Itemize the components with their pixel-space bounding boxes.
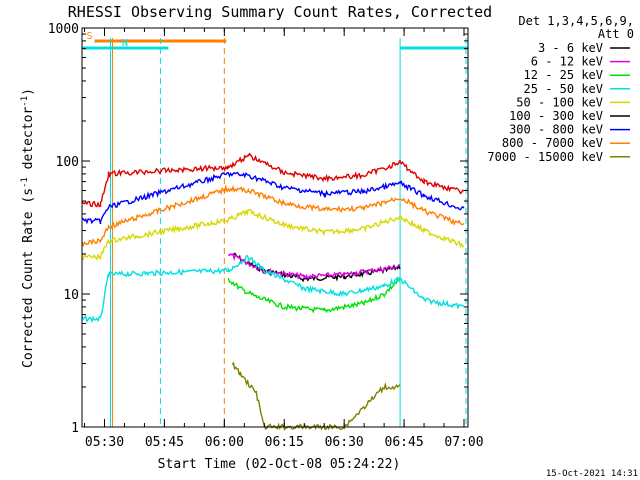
- y-axis-label-part1: Corrected Count Rate (s: [21, 188, 36, 368]
- legend-header-detectors: Det 1,3,4,5,6,9,: [518, 14, 634, 28]
- y-tick-label: 10: [63, 288, 79, 303]
- legend-header-attenuator: Att 0: [598, 27, 634, 41]
- x-tick-label: 06:15: [265, 435, 304, 450]
- y-axis-ticks: 1 10 100 1000: [48, 22, 468, 436]
- generated-timestamp: 15-Oct-2021 14:31: [546, 469, 638, 479]
- x-tick-label: 05:30: [85, 435, 124, 450]
- series-3: [81, 254, 465, 324]
- flag-label: S: [87, 31, 93, 42]
- series-line: [81, 152, 465, 208]
- x-axis-ticks: 05:30 05:45 06:00 06:15 06:30 06:45 07:00: [84, 28, 484, 450]
- series-line: [81, 208, 465, 261]
- y-tick-label: 100: [56, 155, 79, 170]
- y-tick-label: 1000: [48, 22, 79, 37]
- legend-entry-label: 3 - 6 keV: [538, 41, 603, 55]
- series-9: [81, 152, 465, 208]
- series-line: [228, 252, 401, 280]
- series-line: [81, 184, 465, 247]
- y-axis-label-part3: ): [21, 88, 36, 96]
- x-tick-label: 06:30: [325, 435, 364, 450]
- series-4: [81, 208, 465, 261]
- y-axis-label-part2: detector: [21, 107, 36, 178]
- flag-label: N: [122, 38, 128, 49]
- legend-entry-label: 7000 - 15000 keV: [487, 150, 603, 164]
- x-axis-label: Start Time (02-Oct-08 05:24:22): [158, 457, 401, 472]
- plot-frame: [81, 27, 469, 428]
- x-tick-label: 06:00: [205, 435, 244, 450]
- legend-entry-label: 800 - 7000 keV: [502, 136, 603, 150]
- chart-title: RHESSI Observing Summary Count Rates, Co…: [68, 3, 492, 21]
- legend-entry-label: 100 - 300 keV: [509, 109, 603, 123]
- series-1: [228, 252, 401, 280]
- x-tick-label: 05:45: [145, 435, 184, 450]
- series-2: [227, 277, 401, 314]
- legend-entry-label: 50 - 100 keV: [516, 95, 603, 109]
- y-axis-label-sup1: -1: [20, 177, 30, 188]
- legend-entry-label: 300 - 800 keV: [509, 123, 603, 137]
- series-line: [81, 171, 465, 225]
- series-7: [81, 184, 465, 247]
- x-tick-label: 06:45: [385, 435, 424, 450]
- y-axis-label: Corrected Count Rate (s-1 detector-1): [20, 88, 36, 368]
- legend-entry-label: 6 - 12 keV: [531, 55, 603, 69]
- y-tick-label: 1: [71, 421, 79, 436]
- y-axis-label-sup2: -1: [20, 96, 30, 107]
- series-line: [81, 254, 465, 324]
- legend-entry-label: 25 - 50 keV: [524, 82, 603, 96]
- legend-entry-label: 12 - 25 keV: [524, 68, 603, 82]
- series-6: [81, 171, 465, 225]
- x-tick-label: 07:00: [444, 435, 483, 450]
- series-line: [227, 277, 401, 314]
